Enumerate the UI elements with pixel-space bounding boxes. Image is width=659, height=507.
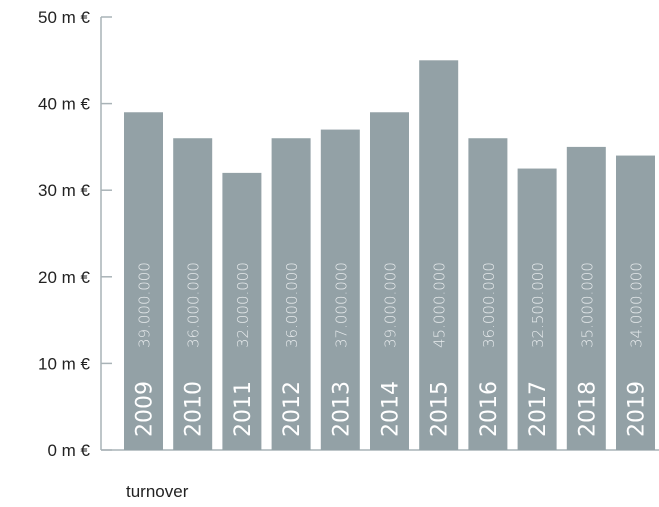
category-label-2013: 2013	[329, 381, 354, 437]
bar-2013	[320, 129, 360, 450]
category-label-2014: 2014	[379, 381, 404, 437]
y-tick-label: 10 m €	[38, 354, 91, 373]
value-label-2018: 35.000.000	[578, 262, 596, 348]
value-label-2017: 32.500.000	[529, 262, 547, 348]
category-label-2009: 2009	[133, 381, 158, 437]
value-label-2009: 39.000.000	[136, 262, 154, 348]
value-label-2011: 32.000.000	[234, 262, 252, 348]
y-tick-label: 50 m €	[38, 8, 91, 27]
y-tick-label: 30 m €	[38, 181, 91, 200]
category-label-2018: 2018	[575, 381, 600, 437]
category-label-2015: 2015	[428, 381, 453, 437]
value-label-2015: 45.000.000	[431, 262, 449, 348]
y-tick-label: 0 m €	[47, 441, 90, 460]
bar-2016	[468, 138, 508, 451]
bar-2009	[124, 112, 163, 450]
bar-2018	[566, 146, 606, 450]
category-label-2019: 2019	[625, 381, 650, 437]
category-label-2012: 2012	[280, 381, 305, 437]
value-label-2010: 36.000.000	[185, 262, 203, 348]
bars-group: 2009 39.000.000 2010 36.000.000 2011 32.000.0…	[124, 60, 655, 451]
bar-2012	[271, 138, 311, 451]
bar-2019	[616, 155, 655, 450]
y-tick-label: 40 m €	[38, 95, 91, 114]
value-label-2014: 39.000.000	[382, 262, 400, 348]
bar-2015	[419, 60, 459, 451]
category-label-2011: 2011	[231, 381, 256, 437]
bar-2010	[173, 138, 213, 451]
value-label-2013: 37.000.000	[332, 262, 350, 348]
value-label-2012: 36.000.000	[283, 262, 301, 348]
bar-2011	[222, 172, 262, 450]
category-label-2017: 2017	[526, 381, 551, 437]
category-label-2016: 2016	[477, 381, 502, 437]
value-label-2016: 36.000.000	[480, 262, 498, 348]
bar-2017	[517, 168, 557, 451]
y-axis-ticks: 0 m € 10 m € 20 m € 30 m € 40 m € 50 m €	[38, 8, 112, 460]
y-tick-label: 20 m €	[38, 268, 91, 287]
legend-label: turnover	[126, 482, 189, 501]
value-label-2019: 34.000.000	[628, 262, 646, 348]
bar-2014	[370, 112, 409, 450]
category-label-2010: 2010	[182, 381, 207, 437]
